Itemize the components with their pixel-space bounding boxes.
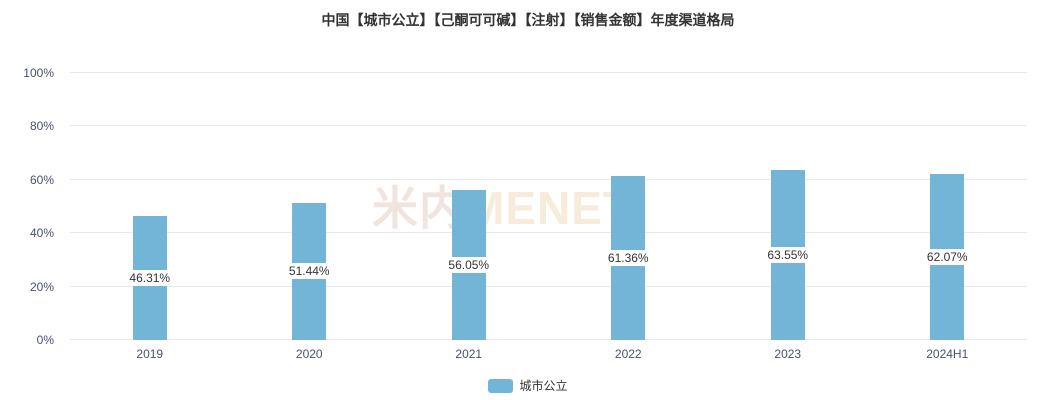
- bars-row: 46.31% 51.44% 56.05% 61.36% 63.55% 62.07%: [70, 73, 1027, 340]
- bar-slot: 62.07%: [868, 73, 1028, 340]
- x-axis-tick-label: 2021: [455, 347, 483, 361]
- x-axis-tick-label: 2022: [614, 347, 642, 361]
- chart-title: 中国【城市公立】【己酮可可碱】【注射】【销售金额】年度渠道格局: [321, 12, 735, 28]
- bar-value-label: 56.05%: [446, 257, 492, 274]
- gridline: [70, 178, 1027, 180]
- bar-slot: 51.44%: [230, 73, 390, 340]
- legend-item[interactable]: 城市公立: [0, 377, 1056, 394]
- bar[interactable]: 51.44%: [286, 202, 332, 340]
- bar-value-label: 63.55%: [765, 247, 811, 264]
- bar[interactable]: 61.36%: [605, 176, 651, 340]
- x-axis-tick-label: 2023: [774, 347, 802, 361]
- gridline: [70, 285, 1027, 287]
- x-axis-tick-label: 2024H1: [926, 347, 969, 361]
- legend-swatch: [488, 378, 514, 393]
- legend-label: 城市公立: [519, 379, 568, 393]
- y-axis-tick-label: 0%: [36, 333, 54, 347]
- bar[interactable]: 62.07%: [924, 174, 970, 340]
- y-axis-tick-label: 100%: [23, 66, 54, 80]
- gridline: [70, 339, 1027, 340]
- y-axis-tick-label: 80%: [29, 119, 54, 134]
- bar-slot: 63.55%: [708, 73, 868, 340]
- bar-value-label: 46.31%: [127, 270, 173, 287]
- gridline: [70, 125, 1027, 127]
- y-axis-tick-label: 60%: [29, 172, 54, 187]
- gridlines: [70, 72, 1027, 340]
- bar-value-label: 61.36%: [605, 250, 651, 267]
- bar-slot: 56.05%: [389, 73, 549, 340]
- x-axis-tick-label: 2019: [136, 347, 164, 361]
- gridline: [70, 232, 1027, 234]
- y-axis-tick-label: 40%: [29, 226, 54, 241]
- bar-slot: 61.36%: [549, 73, 709, 340]
- plot-area: 46.31% 51.44% 56.05% 61.36% 63.55% 62.07%: [70, 72, 1027, 340]
- bar-value-label: 51.44%: [286, 263, 332, 280]
- bar[interactable]: 63.55%: [765, 170, 811, 340]
- gridline: [70, 72, 1027, 73]
- x-axis-tick-label: 2020: [295, 347, 323, 361]
- x-axis: 2019 2020 2021 2022 2023 2024H1: [70, 347, 1027, 361]
- bar-slot: 46.31%: [70, 73, 230, 340]
- bar[interactable]: 46.31%: [127, 216, 173, 340]
- bar-value-label: 62.07%: [924, 249, 970, 266]
- y-axis-tick-label: 20%: [29, 279, 54, 294]
- bar[interactable]: 56.05%: [446, 190, 492, 340]
- y-axis: 0% 20% 40% 60% 80% 100%: [0, 66, 62, 347]
